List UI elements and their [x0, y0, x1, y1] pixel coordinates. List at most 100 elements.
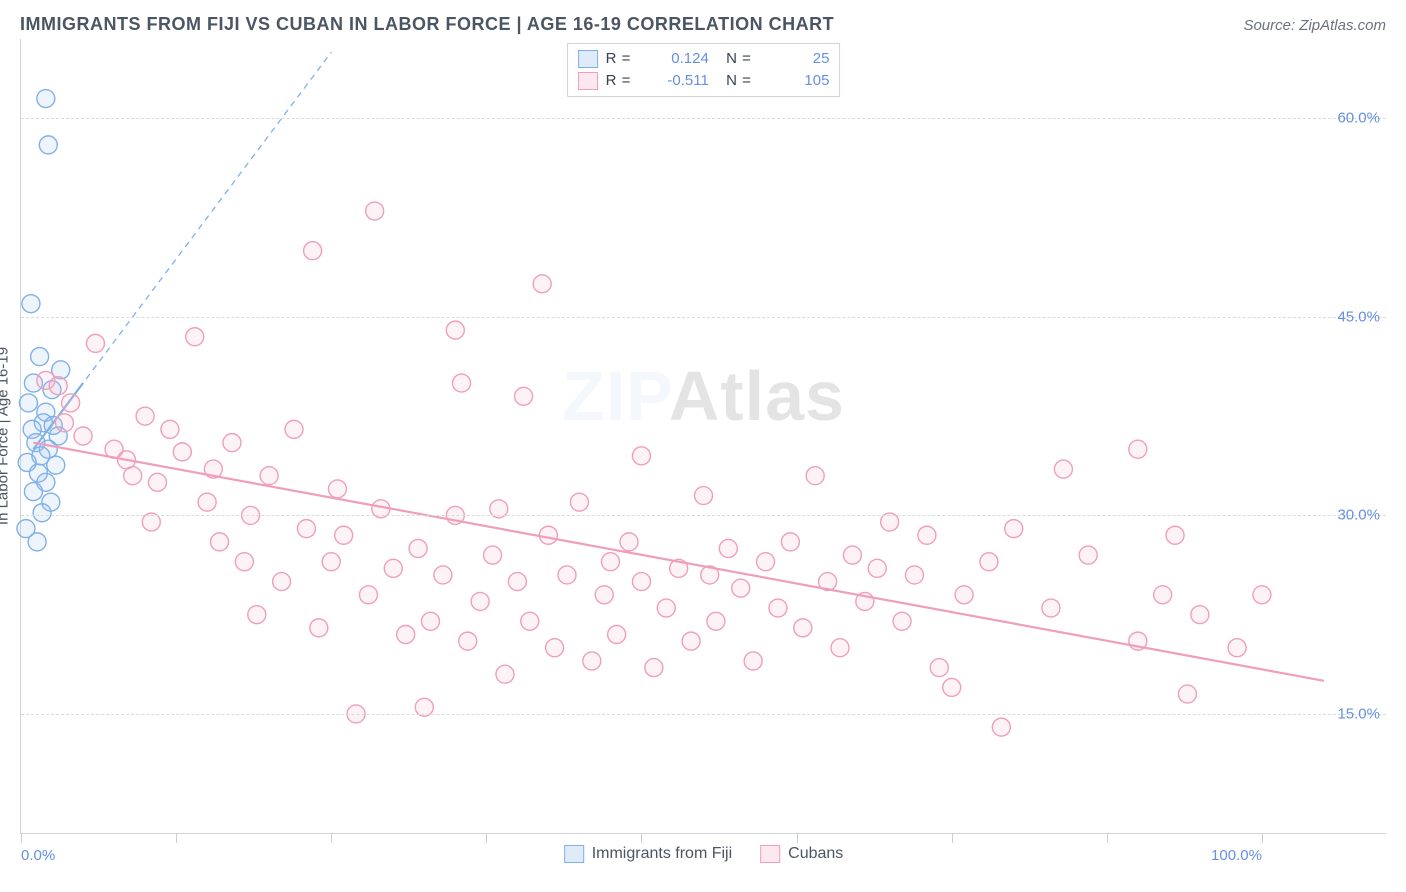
point-cuban — [1042, 599, 1060, 617]
source-text: Source: ZipAtlas.com — [1243, 17, 1386, 34]
point-cuban — [86, 334, 104, 352]
chart-title: IMMIGRANTS FROM FIJI VS CUBAN IN LABOR F… — [20, 14, 834, 35]
point-cuban — [831, 639, 849, 657]
point-cuban — [943, 678, 961, 696]
point-cuban — [335, 526, 353, 544]
point-cuban — [409, 539, 427, 557]
point-cuban — [930, 659, 948, 677]
point-cuban — [508, 573, 526, 591]
point-fiji — [28, 533, 46, 551]
point-cuban — [521, 612, 539, 630]
x-tick-mark — [331, 833, 332, 843]
point-cuban — [297, 520, 315, 538]
x-tick-mark — [176, 833, 177, 843]
point-cuban — [601, 553, 619, 571]
point-cuban — [328, 480, 346, 498]
legend-item-fiji: Immigrants from Fiji — [564, 845, 732, 863]
point-cuban — [539, 526, 557, 544]
point-cuban — [434, 566, 452, 584]
y-tick-label: 30.0% — [1337, 507, 1380, 524]
point-fiji — [33, 504, 51, 522]
point-cuban — [248, 606, 266, 624]
point-fiji — [22, 295, 40, 313]
x-tick-label: 0.0% — [21, 847, 55, 864]
point-cuban — [1054, 460, 1072, 478]
point-fiji — [19, 394, 37, 412]
point-fiji — [24, 483, 42, 501]
point-cuban — [74, 427, 92, 445]
point-cuban — [260, 467, 278, 485]
point-cuban — [223, 434, 241, 452]
y-axis-label: In Labor Force | Age 16-19 — [0, 347, 12, 525]
point-cuban — [1005, 520, 1023, 538]
legend-series: Immigrants from Fiji Cubans — [564, 845, 844, 863]
point-cuban — [843, 546, 861, 564]
point-cuban — [707, 612, 725, 630]
legend-corr-row-fiji: R =0.124 N =25 — [578, 48, 830, 70]
point-cuban — [893, 612, 911, 630]
x-tick-mark — [797, 833, 798, 843]
point-cuban — [62, 394, 80, 412]
point-cuban — [235, 553, 253, 571]
point-cuban — [304, 242, 322, 260]
y-tick-label: 45.0% — [1337, 308, 1380, 325]
point-cuban — [515, 387, 533, 405]
x-tick-label: 100.0% — [1211, 847, 1262, 864]
point-cuban — [366, 202, 384, 220]
point-cuban — [533, 275, 551, 293]
point-cuban — [459, 632, 477, 650]
point-cuban — [484, 546, 502, 564]
point-cuban — [645, 659, 663, 677]
point-cuban — [186, 328, 204, 346]
point-cuban — [211, 533, 229, 551]
point-cuban — [657, 599, 675, 617]
legend-label-fiji: Immigrants from Fiji — [592, 845, 732, 863]
point-cuban — [918, 526, 936, 544]
point-cuban — [1166, 526, 1184, 544]
point-cuban — [595, 586, 613, 604]
point-cuban — [1228, 639, 1246, 657]
point-cuban — [55, 414, 73, 432]
gridline-h — [21, 515, 1386, 516]
point-cuban — [1154, 586, 1172, 604]
point-cuban — [992, 718, 1010, 736]
swatch-cuban — [578, 72, 598, 90]
point-cuban — [570, 493, 588, 511]
gridline-h — [21, 317, 1386, 318]
point-cuban — [136, 407, 154, 425]
point-cuban — [446, 321, 464, 339]
point-fiji — [31, 348, 49, 366]
x-tick-mark — [1262, 833, 1263, 843]
point-cuban — [359, 586, 377, 604]
point-fiji — [37, 90, 55, 108]
point-cuban — [124, 467, 142, 485]
point-fiji — [39, 136, 57, 154]
point-cuban — [1191, 606, 1209, 624]
point-cuban — [558, 566, 576, 584]
point-cuban — [868, 559, 886, 577]
point-cuban — [1253, 586, 1271, 604]
legend-correlation-box: R =0.124 N =25R =-0.511 N =105 — [567, 43, 841, 97]
point-cuban — [632, 573, 650, 591]
point-cuban — [632, 447, 650, 465]
header-row: IMMIGRANTS FROM FIJI VS CUBAN IN LABOR F… — [20, 14, 1386, 35]
point-cuban — [173, 443, 191, 461]
x-tick-mark — [1107, 833, 1108, 843]
chart-panel: In Labor Force | Age 16-19 ZIPAtlas R =0… — [20, 39, 1386, 834]
point-cuban — [397, 626, 415, 644]
point-cuban — [732, 579, 750, 597]
swatch-fiji — [564, 845, 584, 863]
point-cuban — [744, 652, 762, 670]
point-cuban — [322, 553, 340, 571]
point-cuban — [955, 586, 973, 604]
point-cuban — [149, 473, 167, 491]
point-cuban — [546, 639, 564, 657]
point-fiji — [47, 456, 65, 474]
legend-label-cuban: Cubans — [788, 845, 843, 863]
point-cuban — [757, 553, 775, 571]
point-cuban — [453, 374, 471, 392]
swatch-cuban — [760, 845, 780, 863]
y-tick-label: 15.0% — [1337, 705, 1380, 722]
legend-corr-row-cuban: R =-0.511 N =105 — [578, 70, 830, 92]
point-cuban — [608, 626, 626, 644]
